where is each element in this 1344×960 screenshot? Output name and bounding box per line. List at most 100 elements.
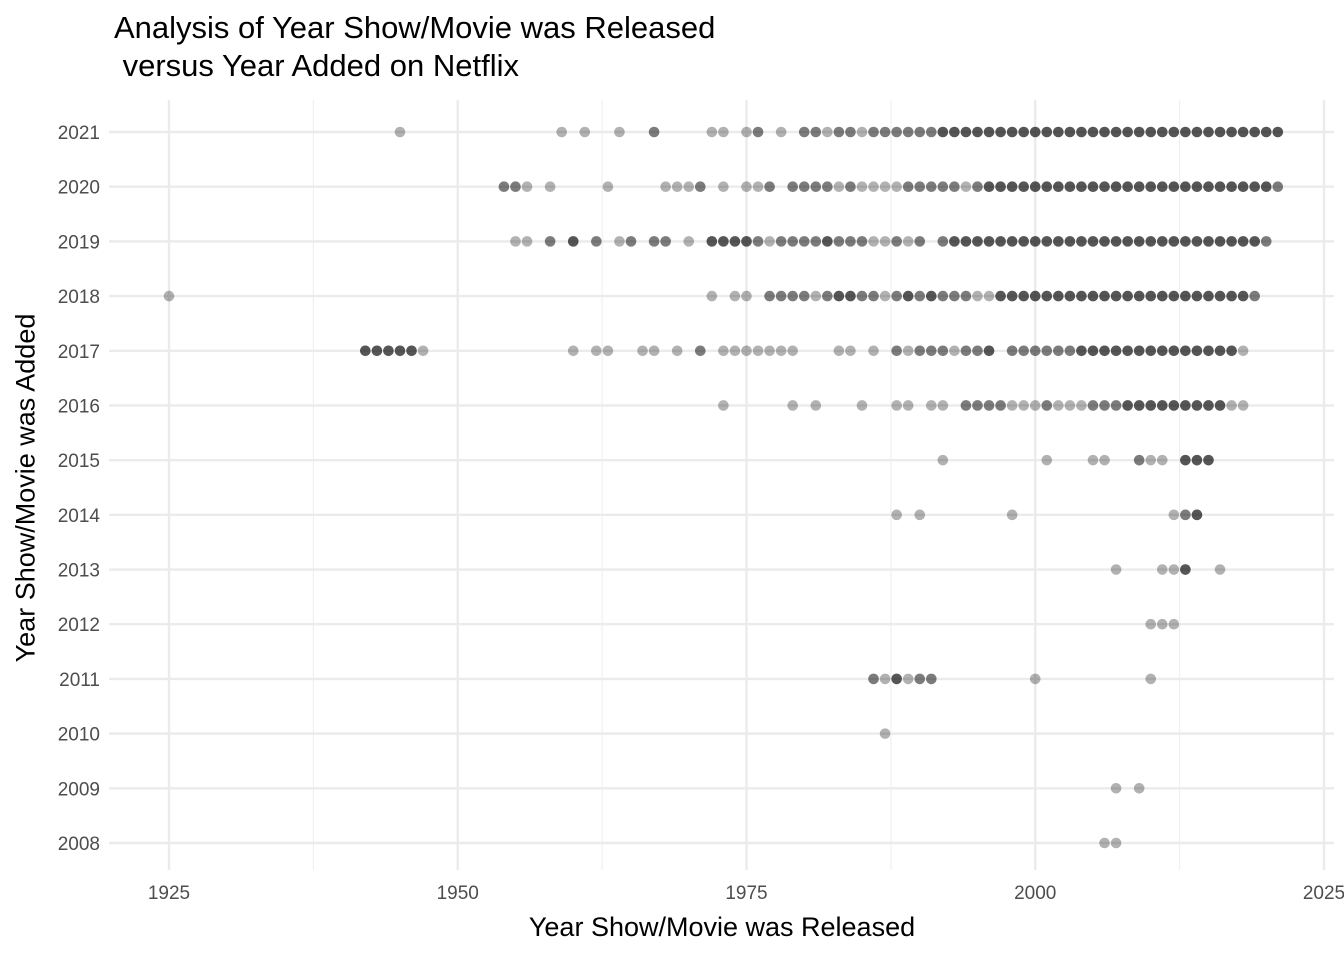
scatter-point xyxy=(706,290,718,302)
scatter-point xyxy=(695,345,706,357)
scatter-point xyxy=(1122,126,1133,138)
scatter-point xyxy=(902,126,914,138)
scatter-point xyxy=(1157,345,1168,357)
scatter-point xyxy=(706,126,718,138)
scatter-point xyxy=(1203,454,1214,466)
scatter-point xyxy=(1191,236,1203,247)
scatter-point xyxy=(602,345,614,357)
minor-gridlines xyxy=(312,100,1181,870)
scatter-point xyxy=(1087,345,1099,357)
scatter-point xyxy=(1157,400,1168,411)
scatter-point xyxy=(1041,236,1053,247)
y-tick-label: 2011 xyxy=(59,670,100,691)
scatter-point xyxy=(1226,181,1237,192)
scatter-point xyxy=(949,290,960,302)
scatter-point xyxy=(995,236,1006,247)
scatter-point xyxy=(1157,400,1168,411)
scatter-point xyxy=(1249,181,1260,192)
scatter-point xyxy=(845,236,856,247)
scatter-point xyxy=(1122,236,1133,247)
scatter-point xyxy=(1122,126,1133,138)
scatter-point xyxy=(902,126,914,138)
scatter-point xyxy=(1110,236,1122,247)
scatter-point xyxy=(544,236,556,247)
scatter-point xyxy=(1099,236,1110,247)
scatter-point xyxy=(1157,126,1168,138)
scatter-point xyxy=(1076,290,1087,302)
scatter-point xyxy=(1191,345,1203,357)
scatter-point xyxy=(891,400,902,411)
scatter-point xyxy=(1214,400,1226,411)
scatter-point xyxy=(1203,345,1214,357)
scatter-point xyxy=(1226,236,1237,247)
scatter-point xyxy=(1076,400,1087,411)
scatter-point xyxy=(1145,236,1157,247)
scatter-point xyxy=(856,400,868,411)
scatter-point xyxy=(868,290,879,302)
scatter-point xyxy=(960,290,972,302)
scatter-point xyxy=(729,236,741,247)
scatter-point xyxy=(1087,236,1099,247)
scatter-point xyxy=(1272,126,1284,138)
scatter-point xyxy=(983,181,995,192)
scatter-point xyxy=(1145,454,1157,466)
scatter-point xyxy=(764,181,775,192)
scatter-point xyxy=(798,236,810,247)
scatter-point xyxy=(1099,126,1110,138)
scatter-point xyxy=(937,126,949,138)
x-tick-label: 1975 xyxy=(725,883,767,904)
scatter-point xyxy=(1191,400,1203,411)
scatter-point xyxy=(891,126,902,138)
scatter-point xyxy=(1168,236,1180,247)
scatter-point xyxy=(591,345,602,357)
scatter-point xyxy=(510,181,521,192)
scatter-point xyxy=(891,345,902,357)
scatter-point xyxy=(926,673,937,685)
scatter-point xyxy=(937,236,949,247)
x-tick-label: 1950 xyxy=(437,883,479,904)
scatter-point xyxy=(1110,181,1122,192)
scatter-point xyxy=(1168,345,1180,357)
scatter-point xyxy=(1053,290,1064,302)
scatter-point xyxy=(995,181,1006,192)
scatter-point xyxy=(1099,126,1110,138)
scatter-point xyxy=(891,290,902,302)
scatter-point xyxy=(1110,564,1122,575)
scatter-point xyxy=(1133,181,1145,192)
scatter-point xyxy=(1191,290,1203,302)
scatter-point xyxy=(1087,400,1099,411)
scatter-point xyxy=(648,236,660,247)
scatter-point xyxy=(1064,236,1076,247)
scatter-point xyxy=(1237,236,1249,247)
scatter-point xyxy=(1145,400,1157,411)
scatter-point xyxy=(591,236,602,247)
scatter-point xyxy=(1180,181,1191,192)
scatter-point xyxy=(1006,345,1018,357)
scatter-point xyxy=(1168,126,1180,138)
scatter-point xyxy=(891,236,902,247)
scatter-point xyxy=(1237,290,1249,302)
scatter-point xyxy=(1157,181,1168,192)
scatter-point xyxy=(752,126,764,138)
scatter-point xyxy=(1133,290,1145,302)
scatter-point xyxy=(1099,345,1110,357)
scatter-point xyxy=(833,236,845,247)
scatter-point xyxy=(360,345,371,357)
scatter-point xyxy=(1076,345,1087,357)
scatter-point xyxy=(1110,345,1122,357)
scatter-point xyxy=(1203,400,1214,411)
scatter-point xyxy=(1064,345,1076,357)
x-tick-label: 2000 xyxy=(1014,883,1056,904)
scatter-point xyxy=(1064,181,1076,192)
scatter-point xyxy=(1064,345,1076,357)
scatter-point xyxy=(1226,236,1237,247)
scatter-point xyxy=(845,126,856,138)
scatter-point xyxy=(1272,181,1284,192)
scatter-point xyxy=(1006,181,1018,192)
scatter-point xyxy=(1180,126,1191,138)
scatter-point xyxy=(625,236,637,247)
scatter-point xyxy=(822,181,833,192)
scatter-point xyxy=(614,126,625,138)
scatter-point xyxy=(960,236,972,247)
scatter-point xyxy=(972,400,983,411)
